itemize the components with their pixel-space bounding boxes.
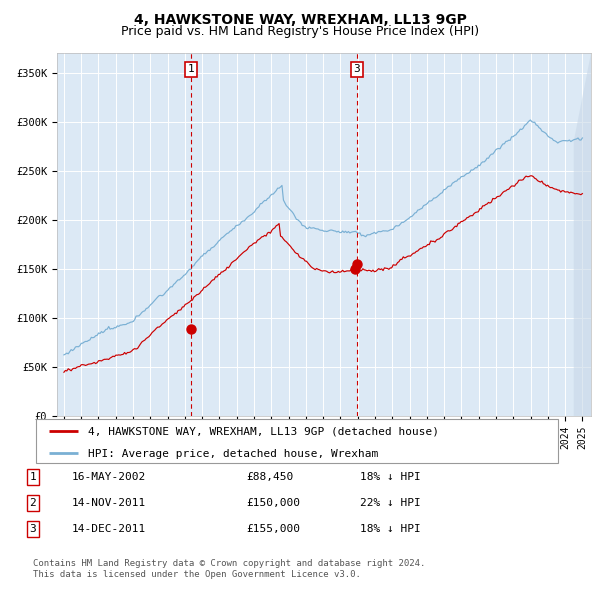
Text: 14-NOV-2011: 14-NOV-2011 — [72, 498, 146, 507]
Text: 4, HAWKSTONE WAY, WREXHAM, LL13 9GP: 4, HAWKSTONE WAY, WREXHAM, LL13 9GP — [134, 13, 466, 27]
Text: 3: 3 — [29, 524, 37, 533]
Text: 1: 1 — [188, 64, 194, 74]
Text: £155,000: £155,000 — [246, 524, 300, 533]
Polygon shape — [574, 53, 591, 416]
Text: HPI: Average price, detached house, Wrexham: HPI: Average price, detached house, Wrex… — [88, 449, 379, 459]
Text: 22% ↓ HPI: 22% ↓ HPI — [360, 498, 421, 507]
Text: 4, HAWKSTONE WAY, WREXHAM, LL13 9GP (detached house): 4, HAWKSTONE WAY, WREXHAM, LL13 9GP (det… — [88, 427, 439, 436]
Text: Price paid vs. HM Land Registry's House Price Index (HPI): Price paid vs. HM Land Registry's House … — [121, 25, 479, 38]
Text: 14-DEC-2011: 14-DEC-2011 — [72, 524, 146, 533]
Text: 18% ↓ HPI: 18% ↓ HPI — [360, 524, 421, 533]
Text: 18% ↓ HPI: 18% ↓ HPI — [360, 472, 421, 481]
Text: £88,450: £88,450 — [246, 472, 293, 481]
Text: 2: 2 — [29, 498, 37, 507]
FancyBboxPatch shape — [36, 419, 558, 463]
Text: Contains HM Land Registry data © Crown copyright and database right 2024.
This d: Contains HM Land Registry data © Crown c… — [33, 559, 425, 579]
Text: 3: 3 — [353, 64, 361, 74]
Text: £150,000: £150,000 — [246, 498, 300, 507]
Text: 16-MAY-2002: 16-MAY-2002 — [72, 472, 146, 481]
Text: 1: 1 — [29, 472, 37, 481]
